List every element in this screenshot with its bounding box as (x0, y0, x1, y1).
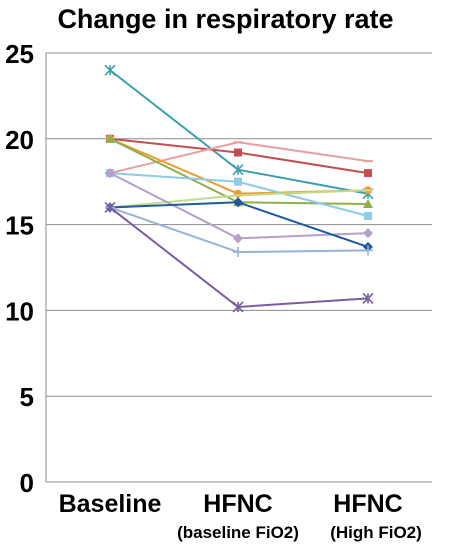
x-tick-sublabel: (High FiO2) (330, 523, 422, 542)
data-point (104, 64, 116, 76)
y-tick-label: 5 (20, 382, 34, 412)
data-point (233, 247, 243, 258)
data-point (233, 197, 243, 208)
y-tick-label: 10 (5, 296, 34, 326)
series-line (109, 206, 369, 254)
x-tick-label: HFNC (203, 490, 272, 518)
data-point (234, 148, 242, 157)
data-point (362, 292, 374, 304)
data-point (363, 228, 373, 239)
series-line (109, 206, 369, 308)
y-tick-label: 15 (5, 211, 34, 241)
data-point (363, 199, 373, 209)
data-point (364, 212, 372, 221)
data-point (232, 164, 244, 176)
data-point (363, 245, 373, 256)
y-tick-label: 25 (5, 39, 34, 69)
data-point (364, 169, 372, 178)
data-point (234, 177, 242, 186)
chart-title: Change in respiratory rate (57, 4, 394, 34)
data-point (104, 201, 116, 214)
data-point (232, 301, 244, 313)
y-tick-label: 0 (20, 468, 34, 498)
x-tick-label: HFNC (333, 490, 402, 518)
x-tick-label: Baseline (59, 490, 162, 518)
x-tick-sublabel: (baseline FiO2) (177, 523, 299, 542)
data-point (105, 133, 115, 143)
data-point (105, 168, 115, 179)
data-point (233, 233, 243, 244)
y-tick-label: 20 (5, 125, 34, 155)
